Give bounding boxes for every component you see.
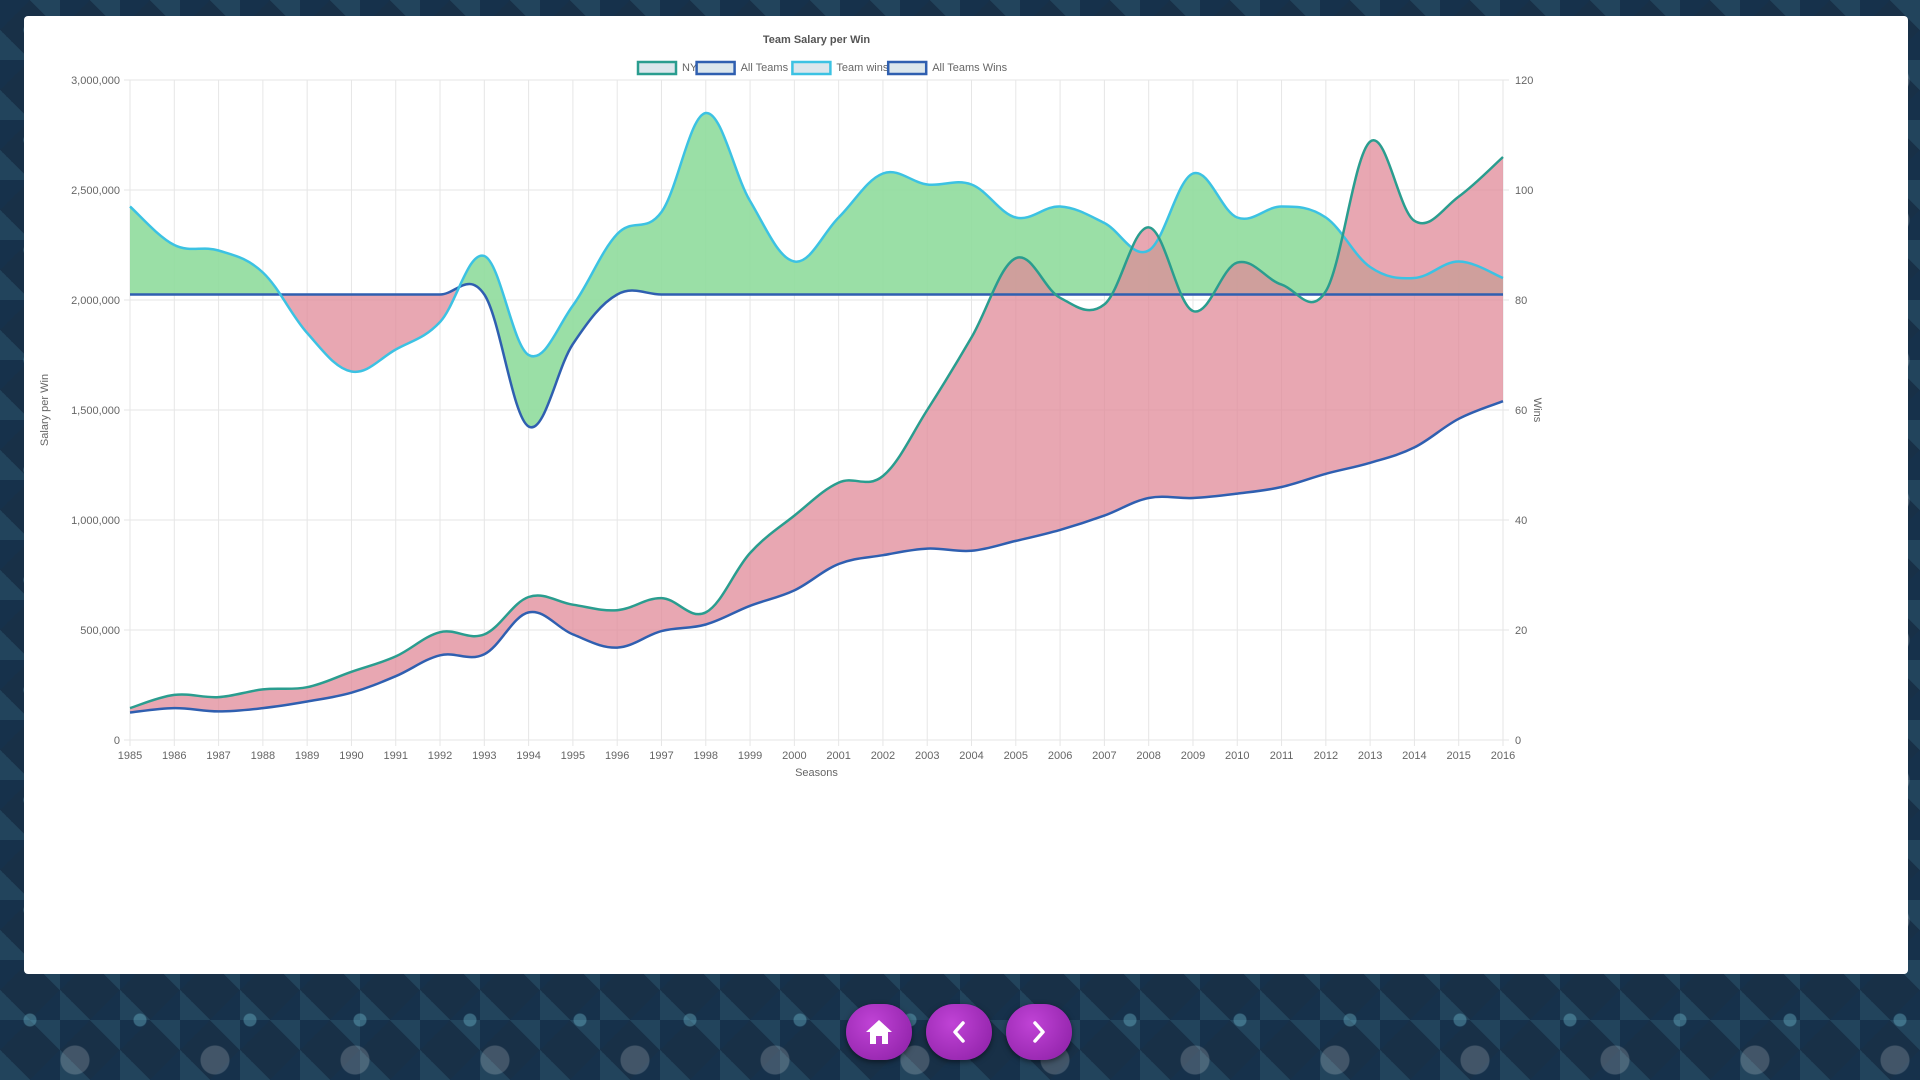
y2-tick-label: 0	[1515, 735, 1521, 747]
x-tick-label: 2016	[1491, 750, 1515, 762]
y2-axis-label: Wins	[1531, 398, 1543, 423]
x-tick-label: 1987	[206, 750, 230, 762]
chart-panel: 0 0 500,000 20 1,000,000 40 1,500,000 60 2,000,0…	[24, 16, 1908, 974]
x-tick-label: 1988	[251, 750, 275, 762]
home-button[interactable]	[846, 1004, 912, 1060]
salary-area	[130, 140, 1503, 713]
legend-label: Team wins	[836, 62, 888, 74]
y-tick-label: 500,000	[80, 625, 120, 637]
legend-swatch	[695, 60, 736, 76]
legend-swatch	[636, 60, 678, 76]
series-line-nya	[129, 139, 1504, 710]
chevron-right-icon	[1033, 1021, 1045, 1043]
y-tick-label: 3,000,000	[71, 75, 120, 87]
x-tick-label: 2005	[1004, 750, 1028, 762]
x-axis-label: Seasons	[795, 767, 838, 779]
series-line-all-teams-wins	[129, 282, 1503, 429]
legend-swatch	[886, 60, 928, 76]
x-tick-label: 1989	[295, 750, 319, 762]
y2-tick-label: 80	[1515, 295, 1527, 307]
x-tick-label: 2004	[959, 750, 983, 762]
legend-label: All Teams Wins	[932, 62, 1007, 74]
x-tick-label: 2000	[782, 750, 806, 762]
x-tick-label: 1990	[339, 750, 363, 762]
x-tick-label: 1999	[738, 750, 762, 762]
x-tick-label: 2002	[871, 750, 895, 762]
y-tick-label: 2,000,000	[71, 295, 120, 307]
x-tick-label: 2013	[1358, 750, 1382, 762]
y2-tick-label: 100	[1515, 185, 1533, 197]
x-tick-label: 1992	[428, 750, 452, 762]
x-tick-label: 1997	[649, 750, 673, 762]
x-tick-label: 1994	[516, 750, 540, 762]
chart-title: Team Salary per Win	[763, 34, 871, 46]
x-tick-label: 1996	[605, 750, 629, 762]
previous-button[interactable]	[926, 1004, 992, 1060]
wins-above-area	[130, 112, 1503, 428]
y2-tick-label: 120	[1515, 75, 1533, 87]
x-tick-label: 2015	[1446, 750, 1470, 762]
x-tick-label: 2009	[1181, 750, 1205, 762]
y-tick-label: 1,000,000	[71, 515, 120, 527]
navigation-bar	[846, 1004, 1072, 1060]
salary-per-win-chart: 0 0 500,000 20 1,000,000 40 1,500,000 60 2,000,0…	[39, 34, 1543, 779]
x-tick-label: 2006	[1048, 750, 1072, 762]
chevron-left-icon	[953, 1021, 965, 1043]
x-tick-label: 2001	[826, 750, 850, 762]
y2-tick-label: 60	[1515, 405, 1527, 417]
series-line-team-wins	[129, 111, 1504, 374]
y-axis-label: Salary per Win	[39, 374, 51, 446]
x-tick-label: 1986	[162, 750, 186, 762]
series-line-all-teams	[129, 400, 1504, 714]
x-tick-label: 1993	[472, 750, 496, 762]
x-tick-label: 2007	[1092, 750, 1116, 762]
y-tick-label: 0	[114, 735, 120, 747]
x-tick-label: 1985	[118, 750, 142, 762]
y2-tick-label: 20	[1515, 625, 1527, 637]
x-tick-label: 1995	[561, 750, 585, 762]
x-tick-label: 1998	[694, 750, 718, 762]
legend-swatch	[791, 60, 832, 76]
y-tick-label: 2,500,000	[71, 185, 120, 197]
x-tick-label: 2012	[1314, 750, 1338, 762]
x-tick-label: 1991	[383, 750, 407, 762]
x-tick-label: 2014	[1402, 750, 1426, 762]
x-tick-label: 2010	[1225, 750, 1249, 762]
y-tick-label: 1,500,000	[71, 405, 120, 417]
legend-label: All Teams	[741, 62, 789, 74]
x-tick-label: 2011	[1270, 750, 1294, 762]
home-icon	[866, 1020, 892, 1044]
next-button[interactable]	[1006, 1004, 1072, 1060]
y2-tick-label: 40	[1515, 515, 1527, 527]
x-tick-label: 2008	[1136, 750, 1160, 762]
x-tick-label: 2003	[915, 750, 939, 762]
